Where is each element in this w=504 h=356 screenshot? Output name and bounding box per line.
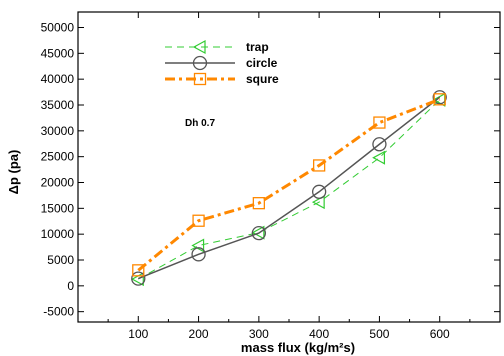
y-tick-label: 15000 — [41, 201, 75, 215]
circle-marker — [372, 137, 387, 152]
series-circle — [131, 90, 447, 286]
y-tick-label: -5000 — [43, 305, 74, 319]
circle-marker — [311, 184, 327, 199]
annotation-label: Dh 0.7 — [185, 118, 215, 129]
square-marker — [433, 93, 446, 106]
series-line-circle — [138, 96, 441, 280]
series-line-squre — [137, 97, 441, 272]
triangle-marker — [311, 195, 325, 210]
y-ticks: -5000 0 5000 10000 15000 20000 25000 30000 35000… — [41, 21, 500, 319]
legend: trap circle squre — [165, 39, 279, 86]
y-tick-label: 0 — [67, 279, 74, 293]
square-marker — [132, 264, 145, 277]
triangle-marker — [372, 150, 386, 165]
legend-label: circle — [246, 56, 278, 70]
triangle-marker — [191, 238, 205, 253]
y-axis-title: Δp (pa) — [6, 150, 21, 195]
y-tick-label: 50000 — [41, 21, 75, 35]
series-line-trap — [138, 99, 441, 280]
legend-label: squre — [246, 72, 279, 86]
y-tick-label: 30000 — [41, 124, 75, 138]
x-tick-label: 300 — [249, 327, 269, 341]
x-tick-label: 200 — [189, 327, 209, 341]
plot-area — [131, 90, 447, 287]
triangle-marker — [251, 225, 265, 240]
circle-marker — [131, 271, 146, 286]
y-tick-label: 10000 — [41, 227, 75, 241]
circle-marker — [251, 225, 267, 241]
x-ticks: 100 200 300 400 500 600 — [107, 12, 471, 341]
x-axis-title: mass flux (kg/m²s) — [241, 340, 355, 355]
y-tick-label: 45000 — [41, 46, 75, 60]
series-squre — [132, 93, 446, 277]
legend-item-circle: circle — [165, 55, 278, 71]
circle-marker — [432, 90, 447, 105]
square-marker — [193, 72, 207, 86]
x-tick-label: 100 — [128, 327, 148, 341]
x-tick-label: 600 — [430, 327, 450, 341]
square-marker — [373, 116, 386, 129]
y-tick-label: 20000 — [41, 176, 75, 190]
x-tick-label: 500 — [369, 327, 389, 341]
legend-item-trap: trap — [165, 39, 269, 55]
square-marker — [312, 159, 326, 172]
circle-marker — [192, 55, 208, 71]
series-trap — [131, 92, 446, 287]
triangle-marker — [192, 39, 206, 55]
y-tick-label: 40000 — [41, 72, 75, 86]
y-tick-label: 5000 — [47, 253, 74, 267]
y-tick-label: 35000 — [41, 98, 75, 112]
circle-marker — [191, 247, 206, 262]
legend-label: trap — [246, 40, 269, 54]
x-tick-label: 400 — [309, 327, 329, 341]
square-marker — [252, 197, 266, 210]
y-tick-label: 25000 — [41, 150, 75, 164]
legend-item-squre: squre — [165, 72, 279, 86]
square-marker — [192, 214, 205, 227]
